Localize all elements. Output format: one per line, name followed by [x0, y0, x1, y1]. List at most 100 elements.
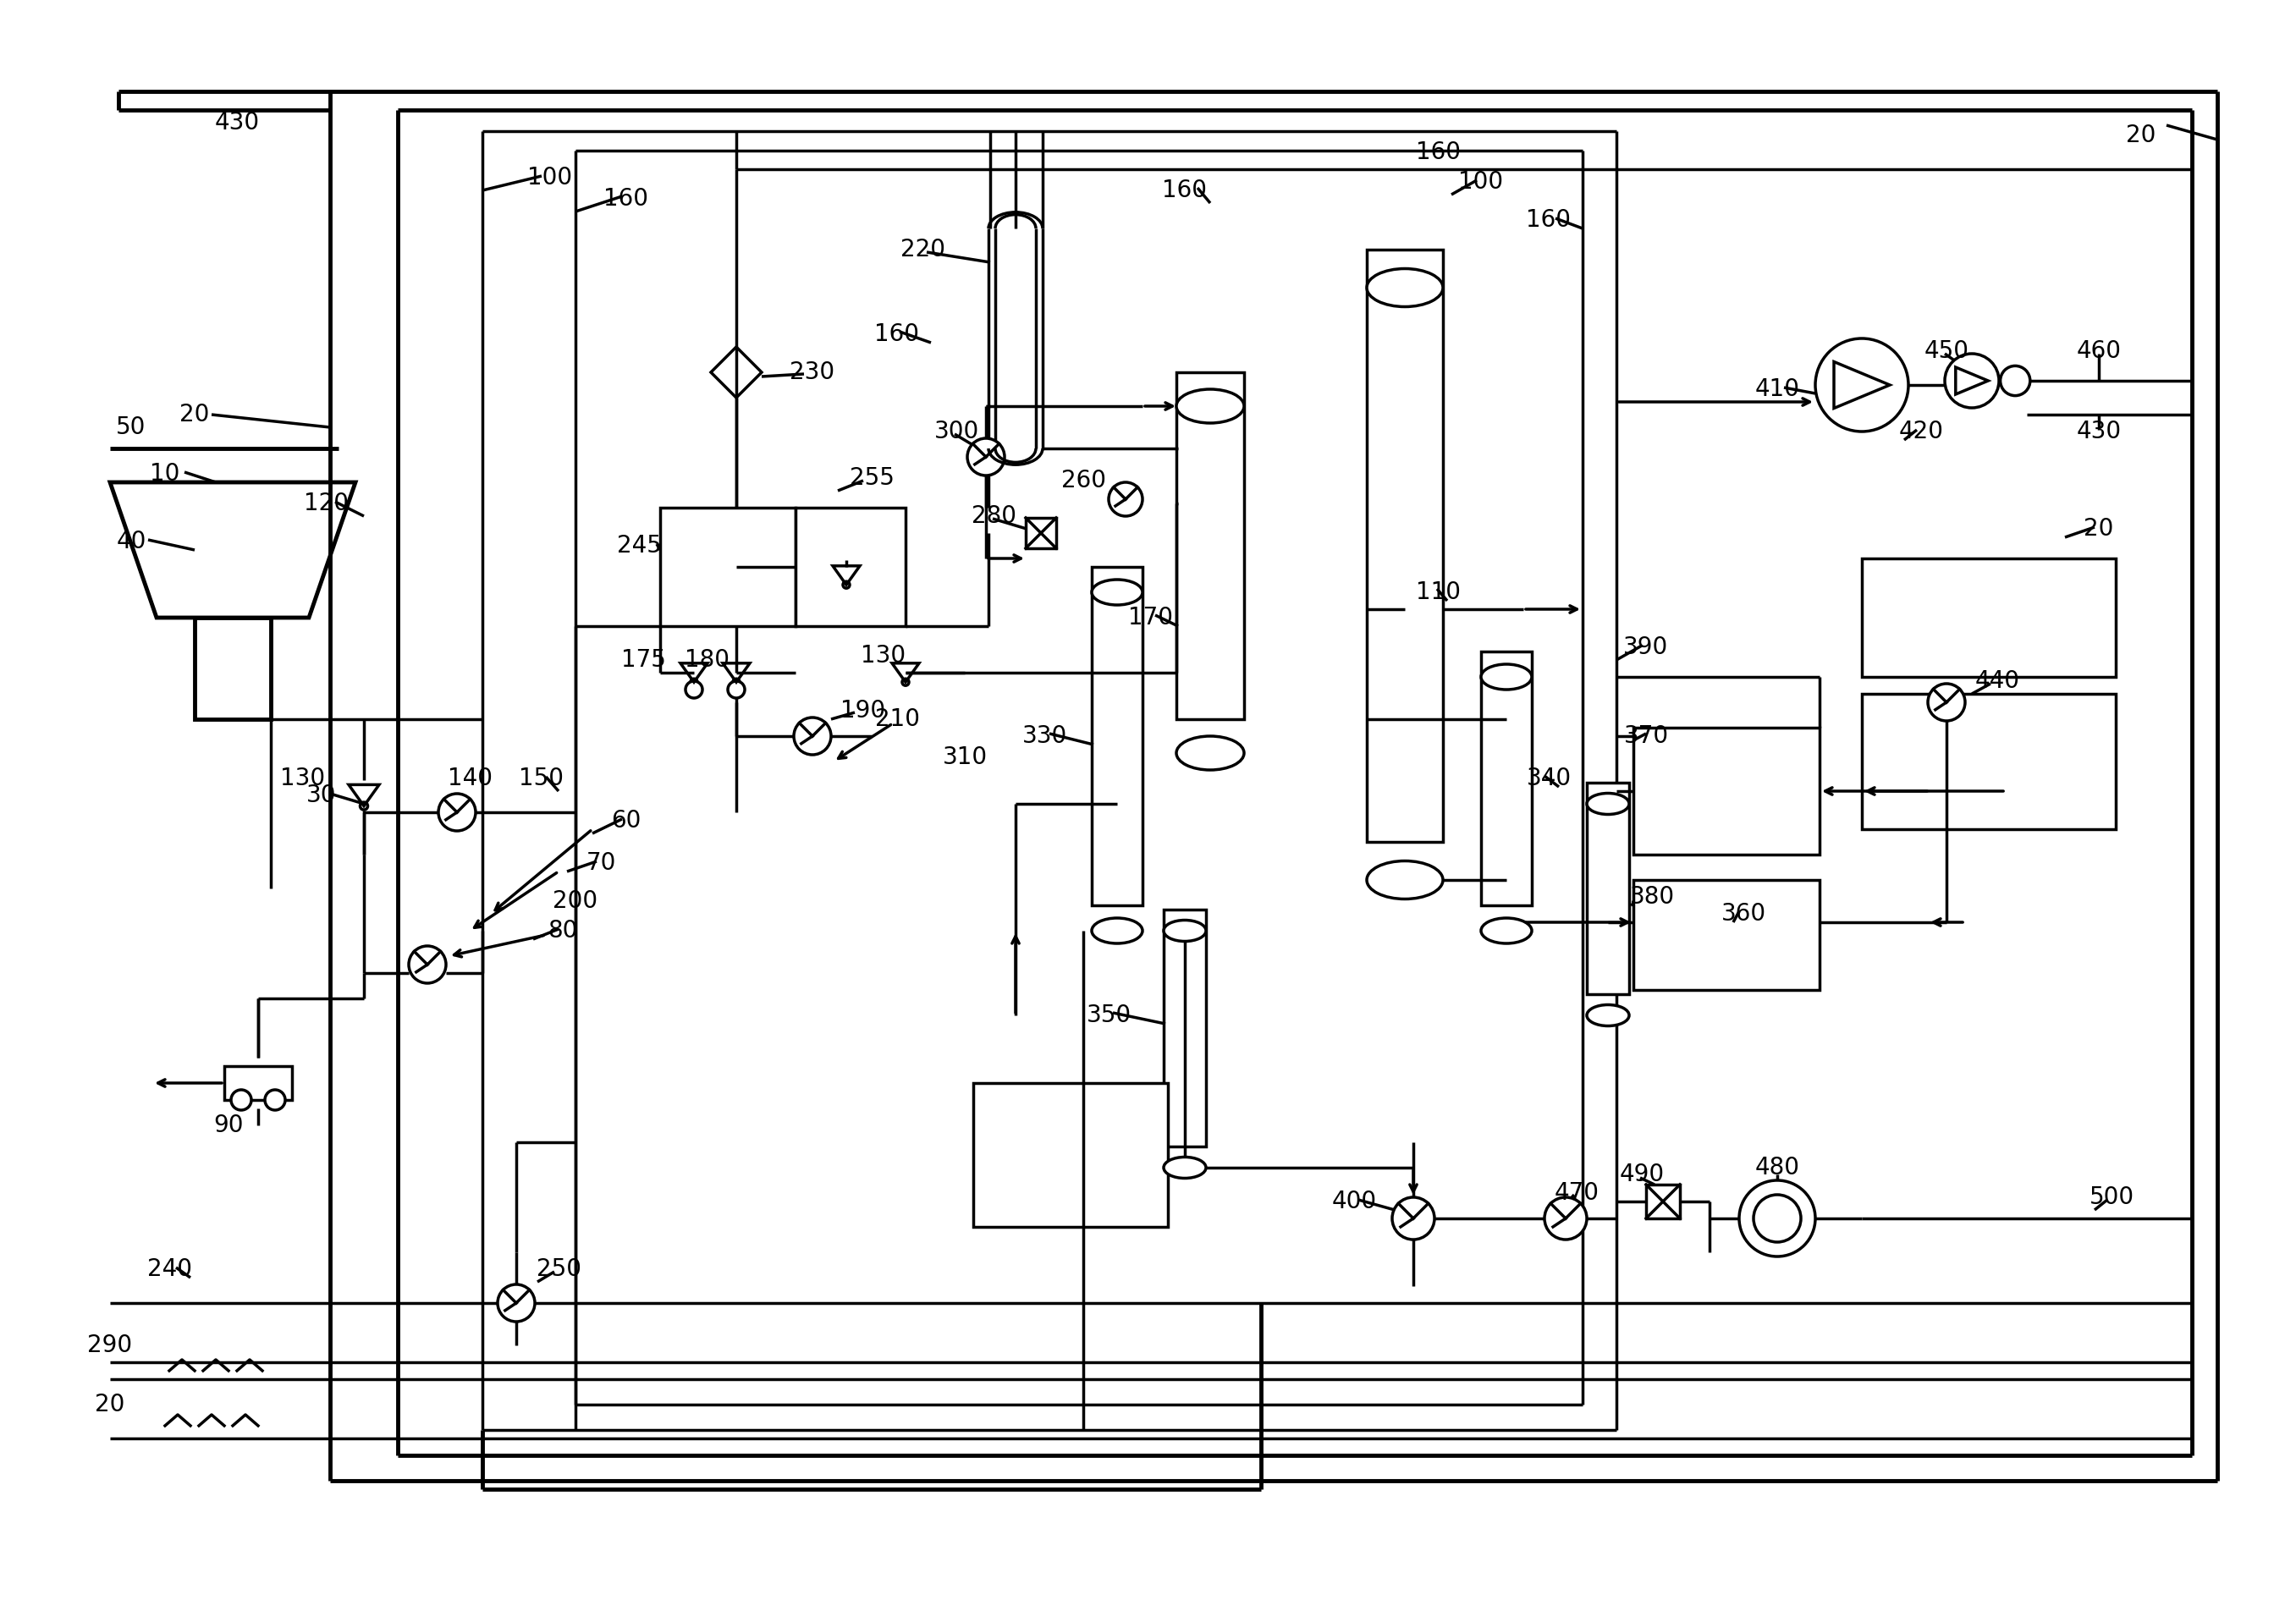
- Text: 190: 190: [840, 699, 886, 723]
- Circle shape: [1545, 1197, 1587, 1240]
- Text: 300: 300: [934, 419, 978, 443]
- Circle shape: [498, 1285, 535, 1322]
- Ellipse shape: [1481, 918, 1531, 944]
- Text: 310: 310: [941, 746, 987, 770]
- Circle shape: [794, 717, 831, 755]
- Bar: [1632, 880, 1818, 990]
- Text: 490: 490: [1619, 1163, 1665, 1186]
- Bar: [1862, 558, 2115, 677]
- Circle shape: [360, 802, 367, 810]
- Text: 280: 280: [971, 504, 1017, 528]
- Text: 430: 430: [2076, 419, 2122, 443]
- Bar: [2007, 374, 2023, 387]
- Text: 420: 420: [1899, 419, 1942, 443]
- Text: 210: 210: [875, 707, 918, 731]
- Text: 470: 470: [1554, 1181, 1598, 1205]
- Ellipse shape: [1366, 861, 1442, 899]
- Text: 90: 90: [214, 1114, 243, 1138]
- Text: 220: 220: [900, 238, 946, 261]
- Text: 80: 80: [549, 918, 579, 942]
- Ellipse shape: [1091, 918, 1143, 944]
- Text: 160: 160: [1417, 141, 1460, 165]
- Text: 260: 260: [1061, 469, 1107, 493]
- Text: 70: 70: [585, 851, 615, 875]
- Text: 50: 50: [117, 416, 147, 438]
- Text: 20: 20: [179, 403, 209, 427]
- Text: 130: 130: [280, 766, 326, 790]
- Circle shape: [409, 946, 445, 982]
- Text: 230: 230: [790, 360, 836, 384]
- Bar: [661, 507, 794, 626]
- Text: 245: 245: [618, 534, 661, 557]
- Bar: [974, 1083, 1169, 1227]
- Circle shape: [439, 794, 475, 830]
- Bar: [1587, 782, 1630, 994]
- Text: 170: 170: [1130, 606, 1173, 629]
- Circle shape: [2000, 366, 2030, 395]
- Bar: [1862, 694, 2115, 829]
- Text: 390: 390: [1623, 635, 1669, 659]
- Bar: [1164, 909, 1205, 1147]
- Text: 20: 20: [2126, 123, 2156, 147]
- Circle shape: [728, 682, 744, 698]
- Text: 175: 175: [620, 648, 666, 672]
- Ellipse shape: [1587, 794, 1630, 814]
- Text: 200: 200: [553, 890, 597, 914]
- Text: 360: 360: [1722, 902, 1766, 926]
- Text: 140: 140: [448, 766, 491, 790]
- Ellipse shape: [1164, 1157, 1205, 1178]
- Text: 180: 180: [684, 648, 730, 672]
- Bar: [1646, 1184, 1681, 1219]
- Circle shape: [967, 438, 1006, 475]
- Text: 410: 410: [1754, 378, 1800, 402]
- Text: 110: 110: [1417, 581, 1460, 605]
- Text: 100: 100: [528, 166, 572, 189]
- Circle shape: [1738, 1181, 1816, 1256]
- Ellipse shape: [1176, 736, 1244, 770]
- Ellipse shape: [1481, 664, 1531, 690]
- Bar: [1366, 250, 1442, 842]
- Circle shape: [1929, 683, 1965, 722]
- Text: 60: 60: [611, 810, 641, 832]
- Text: 150: 150: [519, 766, 565, 790]
- Circle shape: [902, 678, 909, 685]
- Bar: [1632, 728, 1818, 854]
- Bar: [1026, 518, 1056, 549]
- Circle shape: [1945, 354, 2000, 408]
- Bar: [195, 618, 271, 718]
- Text: 160: 160: [1527, 208, 1570, 232]
- Circle shape: [691, 678, 698, 685]
- Text: 480: 480: [1754, 1155, 1800, 1179]
- Ellipse shape: [1176, 389, 1244, 422]
- Circle shape: [1816, 339, 1908, 432]
- Text: 255: 255: [850, 466, 893, 490]
- Text: 20: 20: [2085, 517, 2115, 541]
- Ellipse shape: [1366, 269, 1442, 307]
- Text: 100: 100: [1458, 170, 1504, 194]
- Circle shape: [687, 682, 703, 698]
- Circle shape: [1391, 1197, 1435, 1240]
- Text: 500: 500: [2089, 1186, 2133, 1210]
- Circle shape: [843, 581, 850, 589]
- Text: 30: 30: [308, 784, 338, 806]
- Text: 10: 10: [149, 462, 179, 486]
- Text: 290: 290: [87, 1333, 133, 1357]
- Text: 450: 450: [1924, 339, 1970, 363]
- Text: 370: 370: [1623, 725, 1669, 747]
- Text: 380: 380: [1630, 885, 1674, 909]
- Text: 460: 460: [2076, 339, 2122, 363]
- Bar: [794, 507, 905, 626]
- Text: 160: 160: [604, 187, 650, 211]
- Ellipse shape: [1164, 920, 1205, 941]
- Text: 20: 20: [94, 1392, 124, 1416]
- Text: 340: 340: [1527, 766, 1570, 790]
- Ellipse shape: [1091, 579, 1143, 605]
- Bar: [1481, 651, 1531, 906]
- Text: 240: 240: [147, 1258, 191, 1282]
- Text: 400: 400: [1332, 1190, 1378, 1213]
- Text: 440: 440: [1975, 669, 2020, 693]
- Circle shape: [732, 678, 739, 685]
- Bar: [225, 1066, 292, 1099]
- Circle shape: [232, 1090, 250, 1110]
- Text: 250: 250: [537, 1258, 581, 1282]
